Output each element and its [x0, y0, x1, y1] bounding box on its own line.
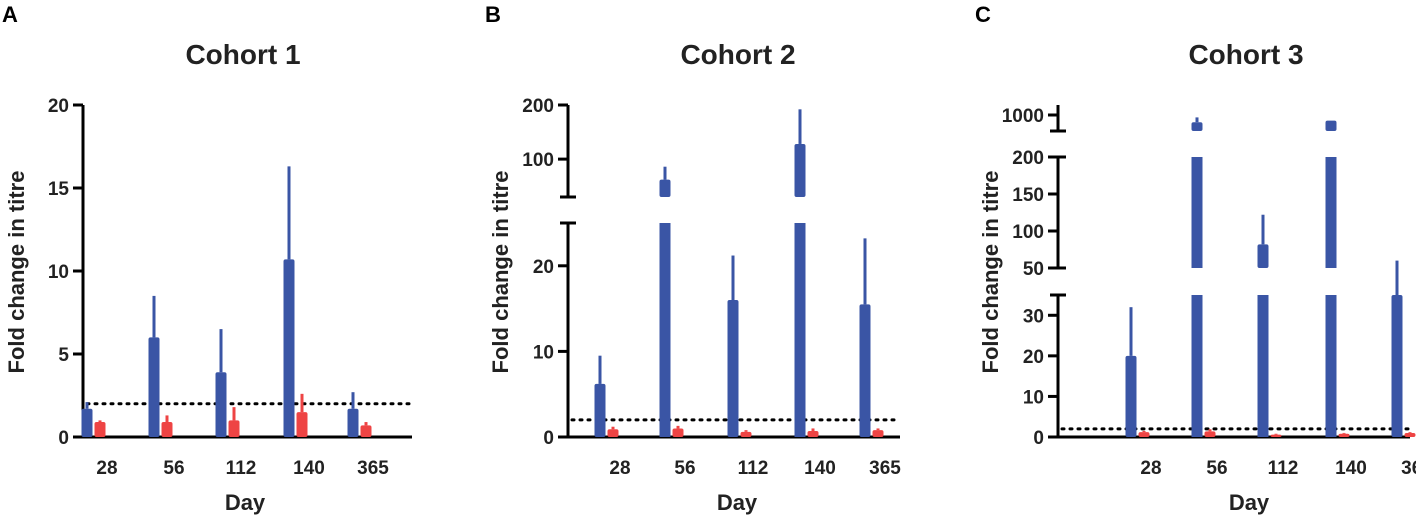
bar [1325, 120, 1337, 131]
bar [1391, 295, 1403, 437]
x-tick-label: 140 [804, 458, 836, 479]
bar [1191, 157, 1203, 268]
bar [1138, 432, 1150, 437]
x-tick-label: 365 [1401, 458, 1416, 479]
bar [1257, 295, 1269, 437]
y-axis-label-cohort-2: Fold change in titre [488, 171, 513, 374]
x-tick-label: 112 [1268, 458, 1299, 479]
x-tick-label: 56 [674, 458, 695, 479]
y-tick-label: 200 [1012, 148, 1044, 169]
y-tick-label: 0 [543, 428, 554, 449]
bar [228, 420, 240, 437]
x-axis-label-cohort-2: Day [717, 490, 758, 515]
x-tick-label: 28 [96, 458, 117, 479]
x-axis-label-cohort-1: Day [225, 490, 266, 515]
bar [283, 259, 295, 437]
y-tick-label: 100 [1012, 222, 1044, 243]
bar [607, 429, 619, 437]
panel-letter-b: B [485, 2, 501, 27]
panel-letter-c: C [975, 2, 991, 27]
y-tick-label: 50 [1023, 259, 1044, 280]
plot-cohort-2: 0 10 20 100 200 28 56 112 140 365 [522, 96, 902, 479]
y-tick-label: 1000 [1002, 106, 1044, 127]
bar [161, 422, 173, 437]
x-axis-label-cohort-3: Day [1229, 490, 1270, 515]
bar [81, 408, 93, 437]
bar [594, 383, 606, 437]
bar [1204, 431, 1216, 437]
bar [1270, 434, 1282, 437]
chart-title-cohort-1: Cohort 1 [185, 39, 300, 70]
y-tick-label: 100 [522, 150, 554, 171]
x-tick-label: 140 [293, 458, 325, 479]
y-tick-label: 20 [533, 257, 554, 278]
x-tick-label: 56 [1206, 458, 1227, 479]
bar [807, 431, 819, 437]
panel-letter-a: A [2, 2, 18, 27]
y-tick-label: 20 [48, 96, 69, 117]
bar [215, 372, 227, 437]
x-tick-label: 112 [738, 458, 769, 479]
y-tick-label: 0 [58, 428, 69, 449]
bar [1325, 157, 1337, 268]
bar [740, 431, 752, 437]
y-tick-label: 0 [1033, 428, 1044, 449]
bar [1125, 355, 1137, 437]
y-tick-label: 200 [522, 96, 554, 117]
bar [672, 428, 684, 437]
x-tick-label: 28 [609, 458, 630, 479]
y-axis-label-cohort-3: Fold change in titre [978, 171, 1003, 374]
bar [94, 422, 106, 437]
bar [1257, 244, 1269, 268]
bar [872, 430, 884, 437]
plot-cohort-1: 0 5 10 15 20 28 56 112 140 365 [48, 96, 414, 479]
bar [794, 143, 806, 197]
y-tick-label: 20 [1023, 347, 1044, 368]
bar [727, 300, 739, 437]
y-axis-label-cohort-1: Fold change in titre [4, 171, 29, 374]
x-tick-label: 112 [226, 458, 257, 479]
bar [794, 223, 806, 437]
y-tick-label: 10 [48, 262, 69, 283]
bar [1191, 295, 1203, 437]
bar [347, 408, 359, 437]
y-tick-label: 15 [48, 179, 70, 200]
y-tick-label: 150 [1012, 185, 1044, 206]
x-tick-label: 56 [163, 458, 184, 479]
x-tick-label: 140 [1335, 458, 1367, 479]
bar [1404, 432, 1416, 437]
plot-cohort-3: 0 10 20 30 50 100 150 200 1000 28 56 112 140 365 [1002, 105, 1416, 479]
bar [1191, 122, 1203, 131]
bar [360, 425, 372, 437]
y-tick-label: 5 [58, 345, 69, 366]
y-tick-label: 10 [1023, 387, 1044, 408]
bar [1338, 433, 1350, 437]
bar [1325, 295, 1337, 437]
y-tick-label: 30 [1023, 306, 1044, 327]
chart-title-cohort-3: Cohort 3 [1188, 39, 1303, 70]
bar [859, 304, 871, 437]
bar [659, 223, 671, 437]
x-tick-label: 28 [1140, 458, 1161, 479]
bar [659, 179, 671, 197]
chart-title-cohort-2: Cohort 2 [680, 39, 795, 70]
y-tick-label: 10 [533, 342, 554, 363]
x-tick-label: 365 [357, 458, 389, 479]
bar [148, 337, 160, 437]
bar [296, 412, 308, 437]
x-tick-label: 365 [869, 458, 901, 479]
